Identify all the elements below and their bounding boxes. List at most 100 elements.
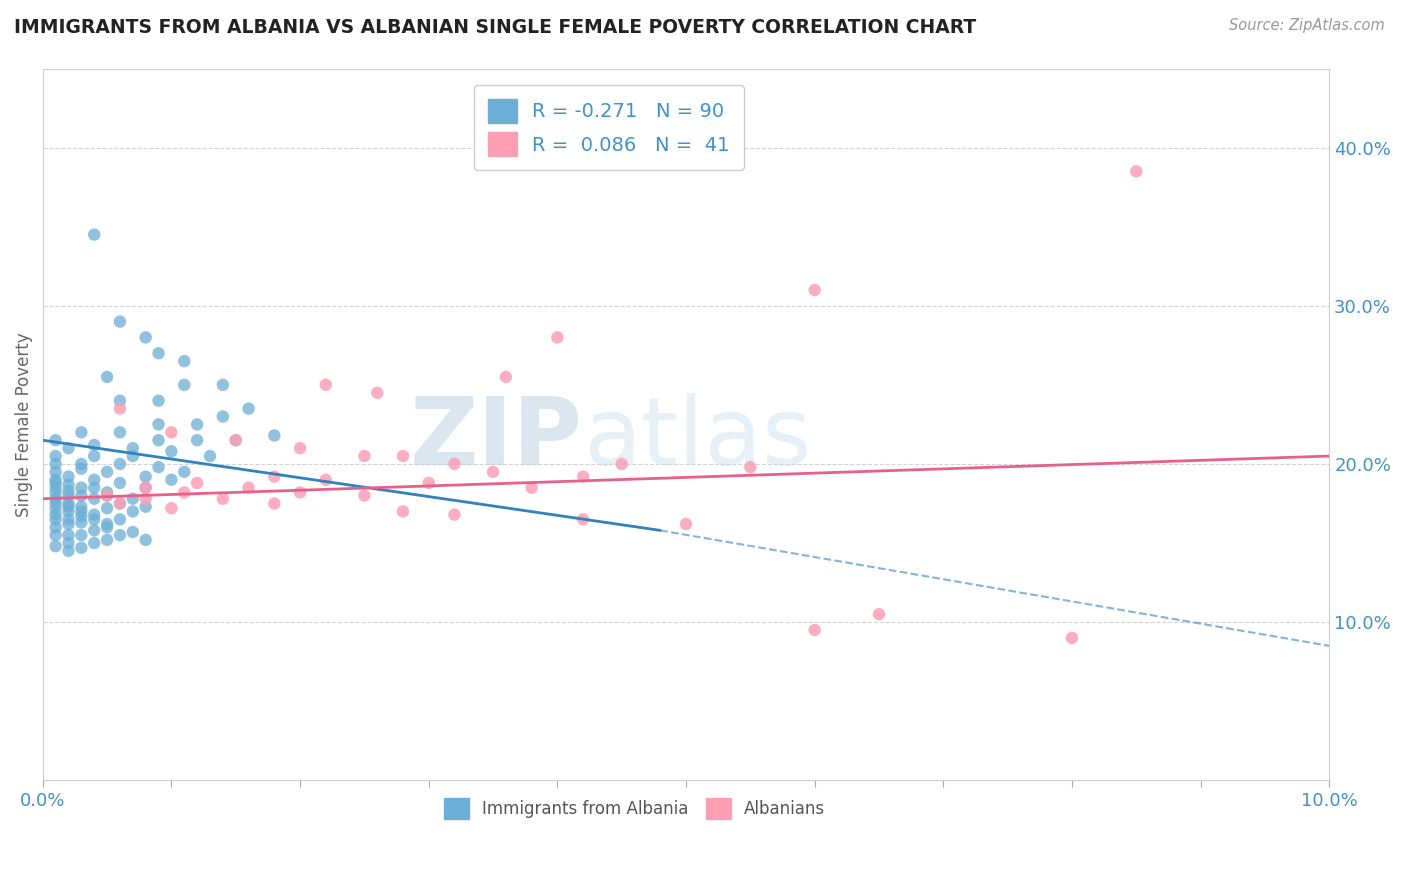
Point: [353, 449, 375, 463]
Point: [740, 460, 762, 475]
Point: [83, 512, 105, 526]
Point: [108, 512, 131, 526]
Point: [70, 528, 93, 542]
Point: [58, 500, 80, 514]
Point: [70, 481, 93, 495]
Point: [58, 483, 80, 498]
Point: [83, 524, 105, 538]
Y-axis label: Single Female Poverty: Single Female Poverty: [15, 332, 32, 516]
Point: [45, 520, 67, 534]
Point: [610, 457, 633, 471]
Point: [45, 485, 67, 500]
Point: [121, 504, 143, 518]
Point: [45, 491, 67, 506]
Point: [58, 512, 80, 526]
Point: [173, 377, 195, 392]
Point: [96, 489, 118, 503]
Point: [70, 457, 93, 471]
Point: [482, 465, 505, 479]
Point: [148, 346, 170, 360]
Point: [45, 512, 67, 526]
Point: [803, 623, 825, 637]
Point: [83, 438, 105, 452]
Point: [45, 473, 67, 487]
Point: [108, 496, 131, 510]
Point: [520, 481, 543, 495]
Point: [70, 504, 93, 518]
Point: [96, 501, 118, 516]
Point: [173, 485, 195, 500]
Point: [108, 315, 131, 329]
Point: [366, 385, 388, 400]
Point: [83, 481, 105, 495]
Point: [58, 536, 80, 550]
Point: [45, 528, 67, 542]
Point: [186, 417, 208, 432]
Point: [58, 477, 80, 491]
Point: [108, 393, 131, 408]
Point: [108, 475, 131, 490]
Text: IMMIGRANTS FROM ALBANIA VS ALBANIAN SINGLE FEMALE POVERTY CORRELATION CHART: IMMIGRANTS FROM ALBANIA VS ALBANIAN SING…: [14, 18, 976, 37]
Point: [96, 517, 118, 532]
Point: [238, 481, 260, 495]
Point: [173, 465, 195, 479]
Point: [225, 434, 247, 448]
Point: [70, 489, 93, 503]
Point: [58, 469, 80, 483]
Point: [135, 491, 157, 506]
Point: [70, 541, 93, 555]
Point: [186, 475, 208, 490]
Point: [83, 508, 105, 522]
Point: [108, 496, 131, 510]
Point: [83, 473, 105, 487]
Point: [121, 449, 143, 463]
Point: [148, 460, 170, 475]
Point: [70, 500, 93, 514]
Point: [121, 441, 143, 455]
Point: [108, 401, 131, 416]
Point: [546, 330, 568, 344]
Point: [160, 501, 183, 516]
Point: [58, 528, 80, 542]
Point: [135, 330, 157, 344]
Point: [225, 434, 247, 448]
Point: [83, 491, 105, 506]
Point: [135, 481, 157, 495]
Point: [148, 434, 170, 448]
Point: [58, 517, 80, 532]
Point: [288, 485, 311, 500]
Text: atlas: atlas: [583, 392, 811, 484]
Point: [148, 393, 170, 408]
Point: [288, 441, 311, 455]
Text: Source: ZipAtlas.com: Source: ZipAtlas.com: [1229, 18, 1385, 33]
Point: [45, 449, 67, 463]
Point: [135, 533, 157, 547]
Point: [96, 370, 118, 384]
Legend: Immigrants from Albania, Albanians: Immigrants from Albania, Albanians: [437, 792, 831, 825]
Point: [1060, 631, 1083, 645]
Point: [135, 469, 157, 483]
Point: [45, 539, 67, 553]
Point: [45, 496, 67, 510]
Point: [263, 428, 285, 442]
Point: [96, 489, 118, 503]
Point: [108, 425, 131, 440]
Point: [238, 401, 260, 416]
Text: ZIP: ZIP: [411, 392, 583, 484]
Point: [212, 491, 235, 506]
Point: [83, 536, 105, 550]
Point: [263, 469, 285, 483]
Point: [83, 227, 105, 242]
Point: [58, 544, 80, 558]
Point: [70, 509, 93, 524]
Point: [572, 469, 595, 483]
Point: [121, 524, 143, 539]
Point: [315, 377, 337, 392]
Point: [443, 457, 465, 471]
Point: [353, 489, 375, 503]
Point: [315, 473, 337, 487]
Point: [868, 607, 890, 622]
Point: [160, 444, 183, 458]
Point: [45, 508, 67, 522]
Point: [108, 457, 131, 471]
